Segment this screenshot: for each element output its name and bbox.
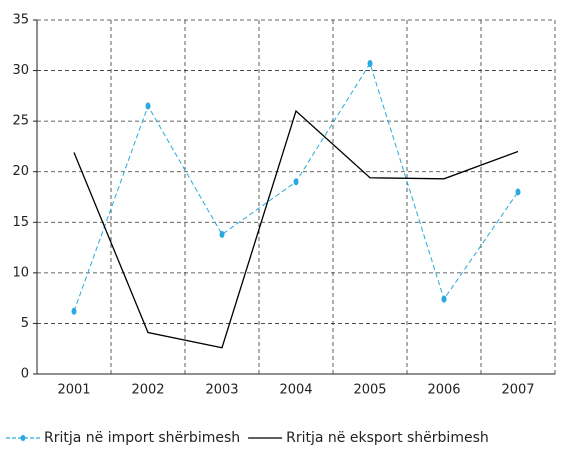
legend-marker [20,435,26,441]
legend-label: Rritja në import shërbimesh [44,430,240,446]
y-tick-label: 20 [12,164,29,179]
point [515,188,521,196]
series-line [73,62,519,312]
y-tick-label: 10 [12,265,29,280]
y-tick-label: 35 [12,13,29,28]
point [367,59,373,67]
x-tick-label: 2003 [205,383,238,398]
x-tick-label: 2004 [279,383,312,398]
y-tick-label: 0 [21,367,29,382]
y-tick-label: 25 [12,114,29,129]
y-tick-label: 30 [12,63,29,78]
point [145,102,151,110]
y-tick-label: 15 [12,215,29,230]
legend-label: Rritja në eksport shërbimesh [286,430,489,446]
point [441,295,447,303]
series-line [73,109,519,349]
point [293,178,299,186]
point [71,307,77,315]
point [219,230,225,238]
x-tick-label: 2006 [427,383,460,398]
x-tick-label: 2002 [131,383,164,398]
x-tick-label: 2001 [57,383,90,398]
y-tick-label: 5 [21,316,29,331]
x-tick-label: 2007 [501,383,534,398]
x-tick-label: 2005 [353,383,386,398]
